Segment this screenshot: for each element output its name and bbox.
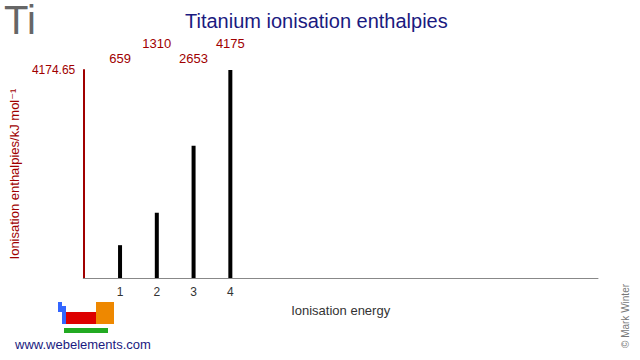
svg-text:Titanium ionisation enthalpies: Titanium ionisation enthalpies (185, 10, 448, 32)
svg-text:Ionisation energy: Ionisation energy (291, 303, 391, 318)
svg-text:Ionisation enthalpies/kJ mol⁻¹: Ionisation enthalpies/kJ mol⁻¹ (7, 88, 22, 260)
svg-text:4: 4 (227, 285, 234, 299)
svg-text:2: 2 (153, 285, 160, 299)
svg-text:3: 3 (190, 285, 197, 299)
svg-text:Ti: Ti (4, 0, 36, 42)
svg-text:© Mark Winter: © Mark Winter (620, 283, 631, 348)
svg-text:1310: 1310 (142, 36, 171, 51)
svg-text:1: 1 (117, 285, 124, 299)
svg-text:2653: 2653 (179, 51, 208, 66)
svg-text:659: 659 (109, 51, 131, 66)
svg-text:4174.65: 4174.65 (32, 63, 76, 77)
svg-text:www.webelements.com: www.webelements.com (14, 337, 151, 352)
svg-text:4175: 4175 (216, 36, 245, 51)
